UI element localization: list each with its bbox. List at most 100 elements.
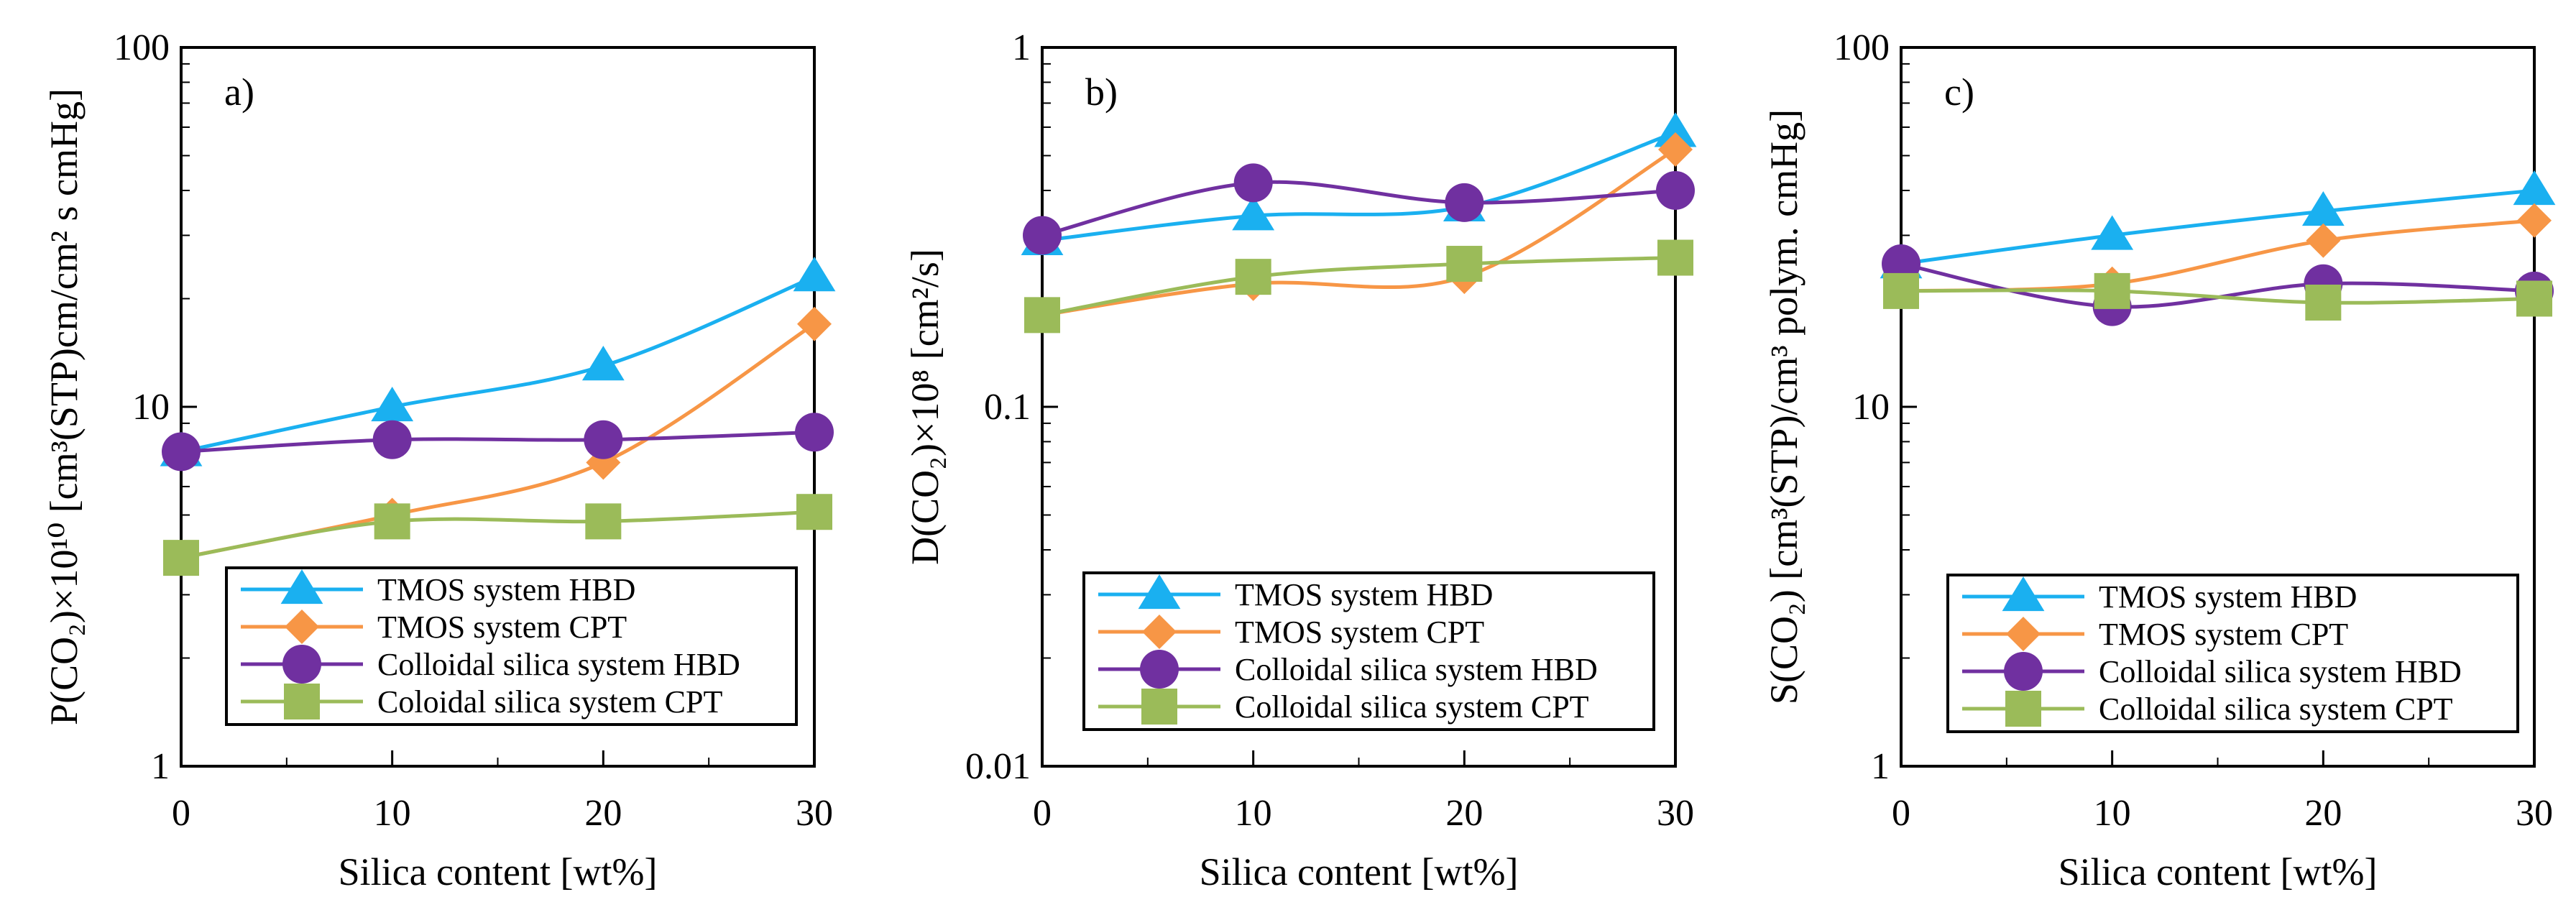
legend-label: TMOS system CPT bbox=[1235, 615, 1484, 650]
series-markers-4 bbox=[1024, 239, 1693, 334]
data-point-square bbox=[1024, 297, 1060, 334]
series-line-1 bbox=[1041, 130, 1676, 243]
legend-marker-circle bbox=[2004, 652, 2043, 691]
data-point-diamond bbox=[2517, 203, 2552, 238]
legend-marker-diamond bbox=[285, 610, 319, 644]
x-tick-label: 20 bbox=[584, 793, 622, 834]
legend-marker-circle bbox=[1140, 650, 1179, 689]
series-markers-2 bbox=[1884, 203, 2552, 308]
legend-marker-diamond bbox=[1142, 615, 1177, 649]
legend-label: TMOS system HBD bbox=[377, 572, 635, 607]
legend-label: Colloidal silica system CPT bbox=[2099, 691, 2453, 727]
legend-marker-circle bbox=[282, 645, 321, 684]
series-line-4 bbox=[180, 510, 815, 560]
legend-marker-square bbox=[284, 684, 320, 719]
y-axis-title: D(CO₂)×10⁸ [cm²/s] bbox=[903, 249, 947, 565]
x-tick-label: 20 bbox=[2304, 793, 2342, 834]
data-point-circle bbox=[372, 420, 412, 459]
data-point-square bbox=[2516, 280, 2552, 317]
y-tick-label: 10 bbox=[132, 387, 170, 428]
legend-label: Colloidal silica system HBD bbox=[1235, 652, 1598, 687]
series-markers-3 bbox=[162, 413, 834, 472]
data-point-triangle bbox=[2301, 190, 2345, 226]
panel-label: b) bbox=[1085, 70, 1118, 114]
legend-marker-square bbox=[1141, 689, 1177, 725]
data-point-diamond bbox=[797, 306, 832, 341]
x-axis-title: Silica content [wt%] bbox=[2058, 850, 2378, 893]
x-axis-title: Silica content [wt%] bbox=[339, 850, 658, 893]
legend-marker-triangle bbox=[2002, 576, 2045, 612]
data-point-square bbox=[1235, 259, 1271, 295]
y-tick-label: 0.1 bbox=[984, 387, 1031, 428]
y-tick-label: 1 bbox=[1012, 27, 1031, 68]
series-line-1 bbox=[1900, 188, 2535, 266]
series-markers-1 bbox=[1021, 112, 1697, 255]
legend-label: TMOS system HBD bbox=[2099, 579, 2357, 615]
legend-marker-triangle bbox=[1138, 574, 1181, 610]
x-tick-label: 30 bbox=[796, 793, 833, 834]
legend-label: TMOS system CPT bbox=[377, 610, 627, 645]
data-point-square bbox=[796, 494, 832, 530]
series-markers-4 bbox=[1883, 272, 2552, 321]
legend-marker-diamond bbox=[2006, 617, 2041, 651]
y-tick-label: 10 bbox=[1852, 387, 1890, 428]
legend-label: Coloidal silica system CPT bbox=[377, 684, 722, 719]
x-tick-label: 30 bbox=[1657, 793, 1694, 834]
data-point-triangle bbox=[371, 387, 414, 422]
data-point-triangle bbox=[1232, 196, 1275, 231]
x-axis-title: Silica content [wt%] bbox=[1200, 850, 1519, 893]
y-axis-title: P(CO₂)×10¹⁰ [cm³(STP)cm/cm² s cmHg] bbox=[42, 88, 86, 725]
series-line-2 bbox=[1900, 219, 2535, 293]
legend-box bbox=[1946, 574, 2519, 733]
series-markers-4 bbox=[163, 494, 832, 576]
data-point-circle bbox=[1656, 170, 1695, 210]
y-axis-title: S(CO₂) [cm³(STP)/cm³ polym. cmHg] bbox=[1762, 109, 1806, 704]
x-tick-label: 20 bbox=[1445, 793, 1483, 834]
x-tick-label: 10 bbox=[2094, 793, 2131, 834]
data-point-square bbox=[374, 503, 410, 540]
x-tick-label: 10 bbox=[374, 793, 411, 834]
data-point-triangle bbox=[2513, 170, 2556, 206]
data-point-square bbox=[1446, 246, 1483, 282]
panel-label: c) bbox=[1944, 70, 1974, 114]
data-point-square bbox=[585, 503, 622, 540]
legend-label: Colloidal silica system HBD bbox=[377, 647, 740, 682]
legend-label: TMOS system HBD bbox=[1235, 577, 1493, 612]
data-point-circle bbox=[1233, 163, 1273, 203]
series-line-4 bbox=[1900, 288, 2535, 305]
legend-label: TMOS system CPT bbox=[2099, 617, 2348, 652]
legend-box bbox=[1082, 571, 1655, 731]
panel-label: a) bbox=[224, 70, 254, 114]
legend-marker-square bbox=[2005, 691, 2041, 727]
legend-label: Colloidal silica system CPT bbox=[1235, 689, 1589, 725]
data-point-square bbox=[163, 540, 199, 576]
legend-marker-triangle bbox=[280, 569, 323, 604]
series-markers-3 bbox=[1023, 163, 1695, 255]
series-line-2 bbox=[1041, 147, 1677, 317]
series-line-3 bbox=[1041, 180, 1676, 237]
series-line-1 bbox=[180, 275, 815, 454]
legend-box bbox=[225, 566, 798, 726]
x-tick-label: 0 bbox=[172, 793, 190, 834]
chart-panel-3: 1 10 100 0 10 20 30 Silica content [wt%] S(CO₂) … bbox=[1762, 27, 2556, 893]
data-point-circle bbox=[795, 413, 834, 452]
data-point-circle bbox=[162, 432, 201, 472]
y-tick-label: 100 bbox=[114, 27, 170, 68]
y-tick-label: 1 bbox=[1871, 746, 1890, 787]
chart-panel-1: 1 10 100 0 10 20 30 Silica content [wt%] P(CO₂)×… bbox=[42, 27, 836, 893]
x-tick-label: 0 bbox=[1892, 793, 1910, 834]
y-tick-label: 1 bbox=[151, 746, 170, 787]
data-point-triangle bbox=[581, 346, 625, 381]
data-point-diamond bbox=[1658, 132, 1693, 167]
x-tick-label: 30 bbox=[2516, 793, 2553, 834]
series-line-3 bbox=[180, 430, 815, 454]
data-point-square bbox=[1883, 272, 1919, 309]
data-point-triangle bbox=[2091, 215, 2134, 250]
data-point-square bbox=[2305, 284, 2342, 321]
data-point-square bbox=[2094, 272, 2130, 309]
